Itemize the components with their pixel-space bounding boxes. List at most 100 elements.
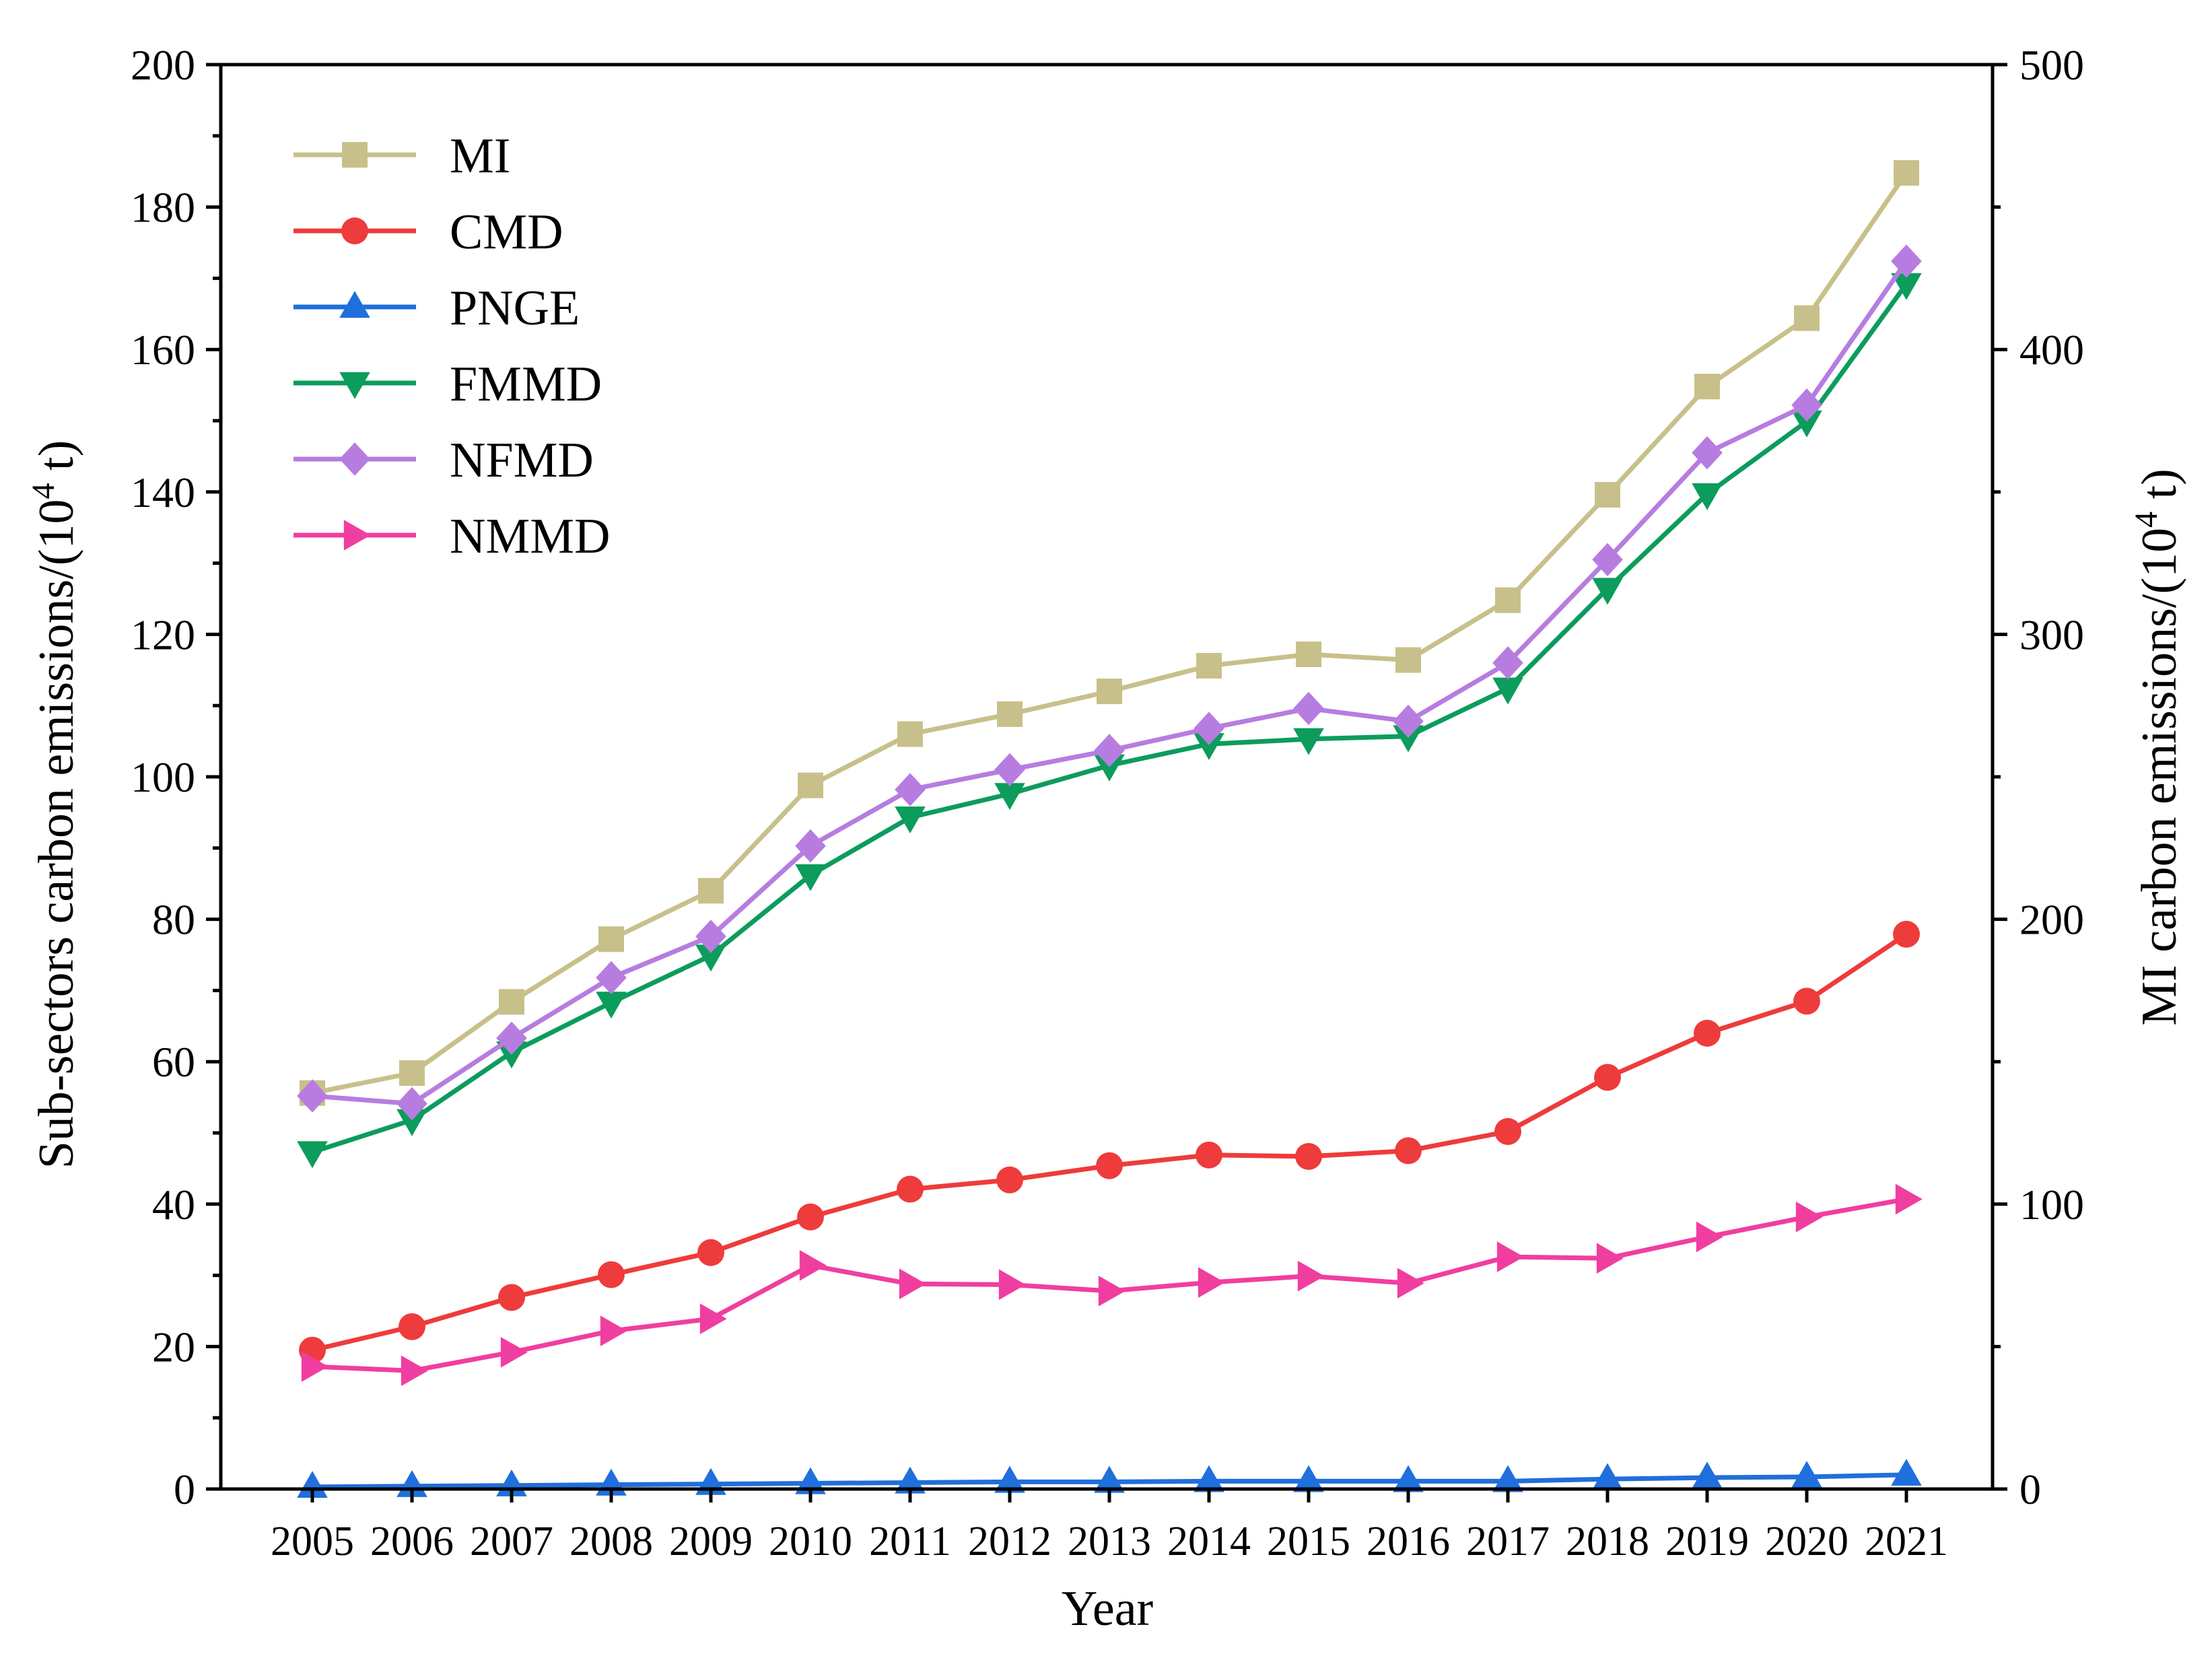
legend-label-cmd: CMD [450, 205, 563, 260]
data-point-pnge [994, 1465, 1025, 1493]
x-tick-label: 2015 [1267, 1519, 1350, 1564]
data-point-cmd [697, 1239, 724, 1266]
data-point-nfmd [795, 829, 826, 863]
y-left-tick-label: 40 [152, 1181, 195, 1229]
x-tick-label: 2006 [370, 1519, 454, 1564]
data-point-cmd [897, 1175, 924, 1203]
data-point-cmd [1893, 920, 1920, 948]
x-tick-label: 2019 [1665, 1519, 1749, 1564]
data-point-mi [1894, 160, 1919, 186]
axes-layer: 0 20 40 60 80 100 120 140 160 180 200 0 100 200 300 400… [131, 41, 2084, 1564]
data-point-fmmd [1492, 677, 1523, 705]
legend-label-mi: MI [450, 129, 510, 184]
data-point-nfmd [994, 753, 1025, 787]
data-point-nfmd [297, 1079, 328, 1113]
data-point-nmmd [1596, 1243, 1624, 1274]
data-point-nmmd [1795, 1202, 1823, 1233]
y-right-tick-label: 0 [2019, 1465, 2041, 1513]
x-tick-label: 2009 [669, 1519, 753, 1564]
data-point-nfmd [1393, 704, 1424, 738]
legend-label-pnge: PNGE [450, 281, 580, 336]
x-tick-label: 2018 [1566, 1519, 1649, 1564]
data-point-mi [698, 878, 724, 904]
y-right-tick-label: 500 [2019, 41, 2084, 89]
y-right-tick-label: 100 [2019, 1181, 2084, 1229]
legend-item-cmd: CMD [293, 205, 563, 260]
y-left-tick-label: 200 [131, 41, 195, 89]
data-point-nfmd [1592, 543, 1623, 577]
data-point-fmmd [1891, 273, 1922, 300]
y-left-tick-label: 100 [131, 753, 195, 801]
data-point-fmmd [895, 806, 926, 834]
data-point-fmmd [695, 944, 726, 972]
x-tick-label: 2008 [569, 1519, 653, 1564]
data-point-fmmd [994, 783, 1025, 810]
data-point-pnge [1592, 1463, 1623, 1490]
y-axis-title-right-main: MI carbon emissions/(10 [2132, 528, 2187, 1026]
data-point-nmmd [301, 1351, 329, 1382]
data-point-fmmd [496, 1041, 527, 1069]
y-axis-title-left: Sub-sectors carbon emissions/(104 t) [26, 440, 84, 1169]
data-point-fmmd [1791, 410, 1822, 438]
series-line-fmmd [311, 282, 1908, 1154]
legend-item-pnge: PNGE [293, 281, 580, 336]
x-tick-label: 2016 [1367, 1519, 1450, 1564]
x-axis-title: Year [1062, 1581, 1153, 1636]
data-point-cmd [1295, 1142, 1322, 1170]
data-point-nmmd [1198, 1267, 1225, 1298]
data-point-nmmd [1496, 1241, 1524, 1272]
data-point-pnge [1393, 1465, 1424, 1492]
data-point-mi [598, 926, 624, 953]
data-point-fmmd [297, 1141, 328, 1169]
data-point-cmd [996, 1166, 1023, 1194]
data-point-nfmd [596, 961, 627, 995]
legend-marker-mi [342, 142, 368, 168]
data-point-mi [1097, 679, 1122, 705]
y-left-tick-label: 120 [131, 611, 195, 658]
x-tick-label: 2005 [271, 1519, 354, 1564]
data-point-fmmd [1194, 733, 1224, 761]
data-point-pnge [1891, 1459, 1922, 1486]
data-point-nfmd [695, 920, 726, 953]
data-point-pnge [1791, 1461, 1822, 1488]
data-point-cmd [1594, 1064, 1621, 1091]
data-point-mi [499, 989, 524, 1015]
x-tick-label: 2010 [769, 1519, 852, 1564]
series-fmmd [297, 273, 1922, 1169]
data-point-mi [1196, 652, 1222, 679]
data-point-fmmd [1293, 728, 1324, 755]
data-point-fmmd [1692, 483, 1723, 510]
data-point-cmd [1694, 1019, 1721, 1047]
x-tick-label: 2021 [1865, 1519, 1948, 1564]
data-point-nmmd [1895, 1183, 1923, 1215]
legend-label-nmmd: NMMD [450, 509, 610, 564]
x-tick-label: 2017 [1466, 1519, 1550, 1564]
data-point-fmmd [1094, 754, 1125, 782]
data-point-nmmd [500, 1337, 528, 1368]
data-point-mi [1794, 305, 1820, 331]
data-point-cmd [598, 1261, 625, 1288]
y-axis-title-left-unit: t) [29, 440, 84, 483]
data-point-mi [997, 701, 1023, 727]
y-left-tick-label: 160 [131, 326, 195, 374]
y-left-tick-label: 60 [152, 1038, 195, 1086]
data-point-nfmd [1692, 436, 1723, 470]
data-point-nfmd [396, 1086, 427, 1121]
data-point-pnge [1094, 1465, 1125, 1493]
data-point-pnge [1293, 1465, 1324, 1492]
data-point-nmmd [401, 1355, 428, 1387]
data-point-cmd [1395, 1137, 1422, 1165]
data-point-mi [1595, 482, 1620, 508]
plot-frame [219, 63, 1995, 1491]
data-point-nfmd [1791, 388, 1822, 422]
data-point-nfmd [1094, 734, 1125, 767]
data-point-mi [399, 1060, 425, 1086]
data-point-nfmd [895, 773, 926, 806]
data-point-nmmd [699, 1303, 727, 1334]
data-point-mi [897, 721, 923, 747]
data-point-nmmd [998, 1269, 1026, 1301]
legend-item-nfmd: NFMD [293, 433, 594, 488]
y-axis-title-right: MI carbon emissions/(104 t) [2129, 469, 2187, 1026]
legend-item-nmmd: NMMD [293, 509, 610, 564]
data-point-cmd [797, 1203, 824, 1231]
